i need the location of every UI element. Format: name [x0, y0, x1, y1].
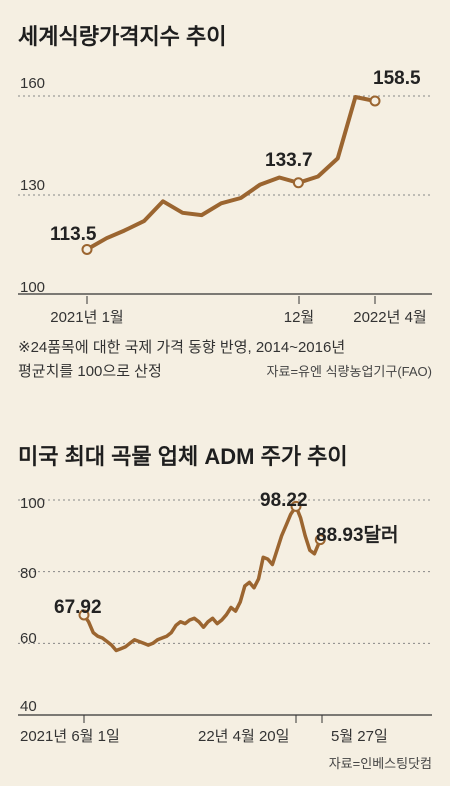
chart1-annotations: 113.5 133.7 158.5	[50, 68, 421, 245]
chart2-grid	[18, 499, 432, 716]
chart1-xtick-2022-apr: 2022년 4월	[353, 309, 426, 326]
chart1-footnote-line2: 평균치를 100으로 산정	[18, 363, 162, 380]
chart1-x-ticks: 2021년 1월 12월 2022년 4월	[50, 296, 427, 326]
chart2-series-line	[82, 504, 323, 653]
chart2-point-2022-04-20	[290, 500, 302, 512]
chart1-label-end: 158.5	[373, 68, 421, 89]
chart2-source: 자료=인베스팅닷컴	[329, 756, 432, 771]
chart2-title: 미국 최대 곡물 업체 ADM 주가 추이	[18, 444, 348, 469]
chart2-xtick-start: 2021년 6월 1일	[20, 728, 120, 745]
chart1-series	[81, 95, 381, 255]
chart1-y-ticks: 160 130 100	[20, 75, 45, 296]
chart2-x-ticks: 2021년 6월 1일 22년 4월 20일 5월 27일	[20, 715, 388, 745]
chart2-ytick-60: 60	[20, 630, 37, 647]
chart2-label-start: 67.92	[54, 597, 102, 618]
chart2-annotations: 67.92 98.22 88.93달러	[54, 490, 399, 618]
chart1-xtick-2021-jan: 2021년 1월	[50, 309, 123, 326]
chart2-xtick-apr20: 22년 4월 20일	[198, 728, 289, 745]
chart1-ytick-160: 160	[20, 75, 45, 92]
chart2-label-peak: 98.22	[260, 490, 308, 511]
chart2-ytick-40: 40	[20, 698, 37, 715]
chart1-label-start: 113.5	[50, 224, 97, 245]
chart2-xtick-may27: 5월 27일	[331, 728, 388, 745]
chart2-ytick-80: 80	[20, 565, 37, 582]
chart1-footnote-line1: ※24품목에 대한 국제 가격 동향 반영, 2014~2016년	[18, 339, 345, 356]
chart1-point-2021-12	[292, 177, 304, 189]
chart1-grid	[18, 95, 432, 295]
chart1-label-dec: 133.7	[265, 150, 313, 171]
chart1-title: 세계식량가격지수 추이	[18, 24, 227, 49]
chart2-series	[78, 500, 326, 653]
chart1-source: 자료=유엔 식량농업기구(FAO)	[267, 364, 432, 379]
chart2-point-2021-06-01	[78, 609, 90, 621]
chart1-point-2021-01	[81, 243, 93, 255]
chart1-series-line	[85, 95, 377, 252]
chart1-ytick-130: 130	[20, 177, 45, 194]
chart2-point-2022-05-27	[314, 534, 326, 546]
chart2-label-end: 88.93달러	[316, 524, 399, 546]
chart2-y-ticks: 100 80 60 40	[20, 495, 45, 715]
chart1-ytick-100: 100	[20, 279, 45, 296]
chart1-xtick-dec: 12월	[284, 309, 315, 326]
chart1-point-2022-04	[369, 95, 381, 107]
chart2-ytick-100: 100	[20, 495, 45, 512]
